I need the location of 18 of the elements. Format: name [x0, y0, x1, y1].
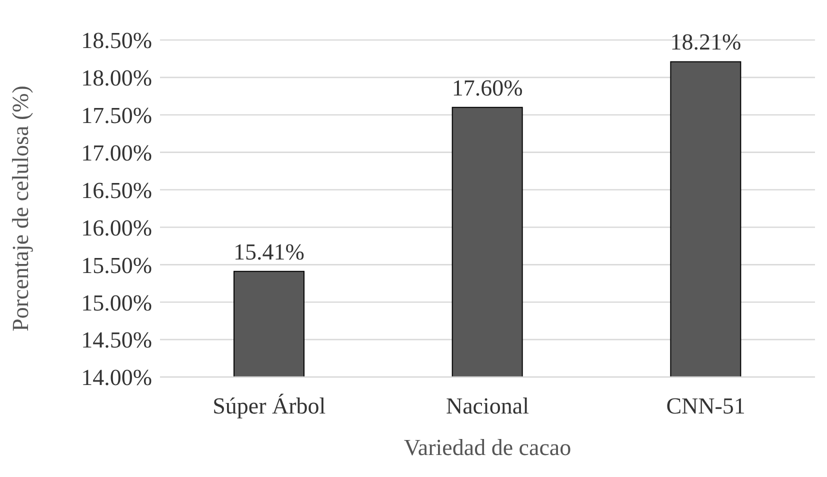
- y-tick-label: 18.50%: [81, 28, 152, 54]
- y-tick-label: 17.00%: [81, 140, 152, 166]
- y-tick-label: 17.50%: [81, 103, 152, 128]
- y-tick-label: 15.00%: [81, 290, 152, 316]
- y-tick-label: 14.00%: [81, 365, 152, 390]
- y-tick-label: 15.50%: [81, 252, 152, 278]
- data-label: 15.41%: [234, 239, 304, 264]
- data-label: 17.60%: [452, 75, 523, 100]
- x-tick-label: CNN-51: [666, 393, 746, 418]
- y-tick-label: 14.50%: [81, 328, 152, 353]
- x-tick-label: Súper Árbol: [212, 393, 326, 418]
- y-tick-label: 18.00%: [81, 66, 152, 91]
- x-tick-label: Nacional: [446, 393, 530, 418]
- x-axis-title: Variedad de cacao: [404, 435, 572, 460]
- y-tick-label: 16.00%: [81, 215, 152, 240]
- y-tick-label: 16.50%: [81, 178, 152, 203]
- data-label: 18.21%: [670, 30, 742, 55]
- y-axis-title: Porcentaje de celulosa (%): [8, 86, 34, 332]
